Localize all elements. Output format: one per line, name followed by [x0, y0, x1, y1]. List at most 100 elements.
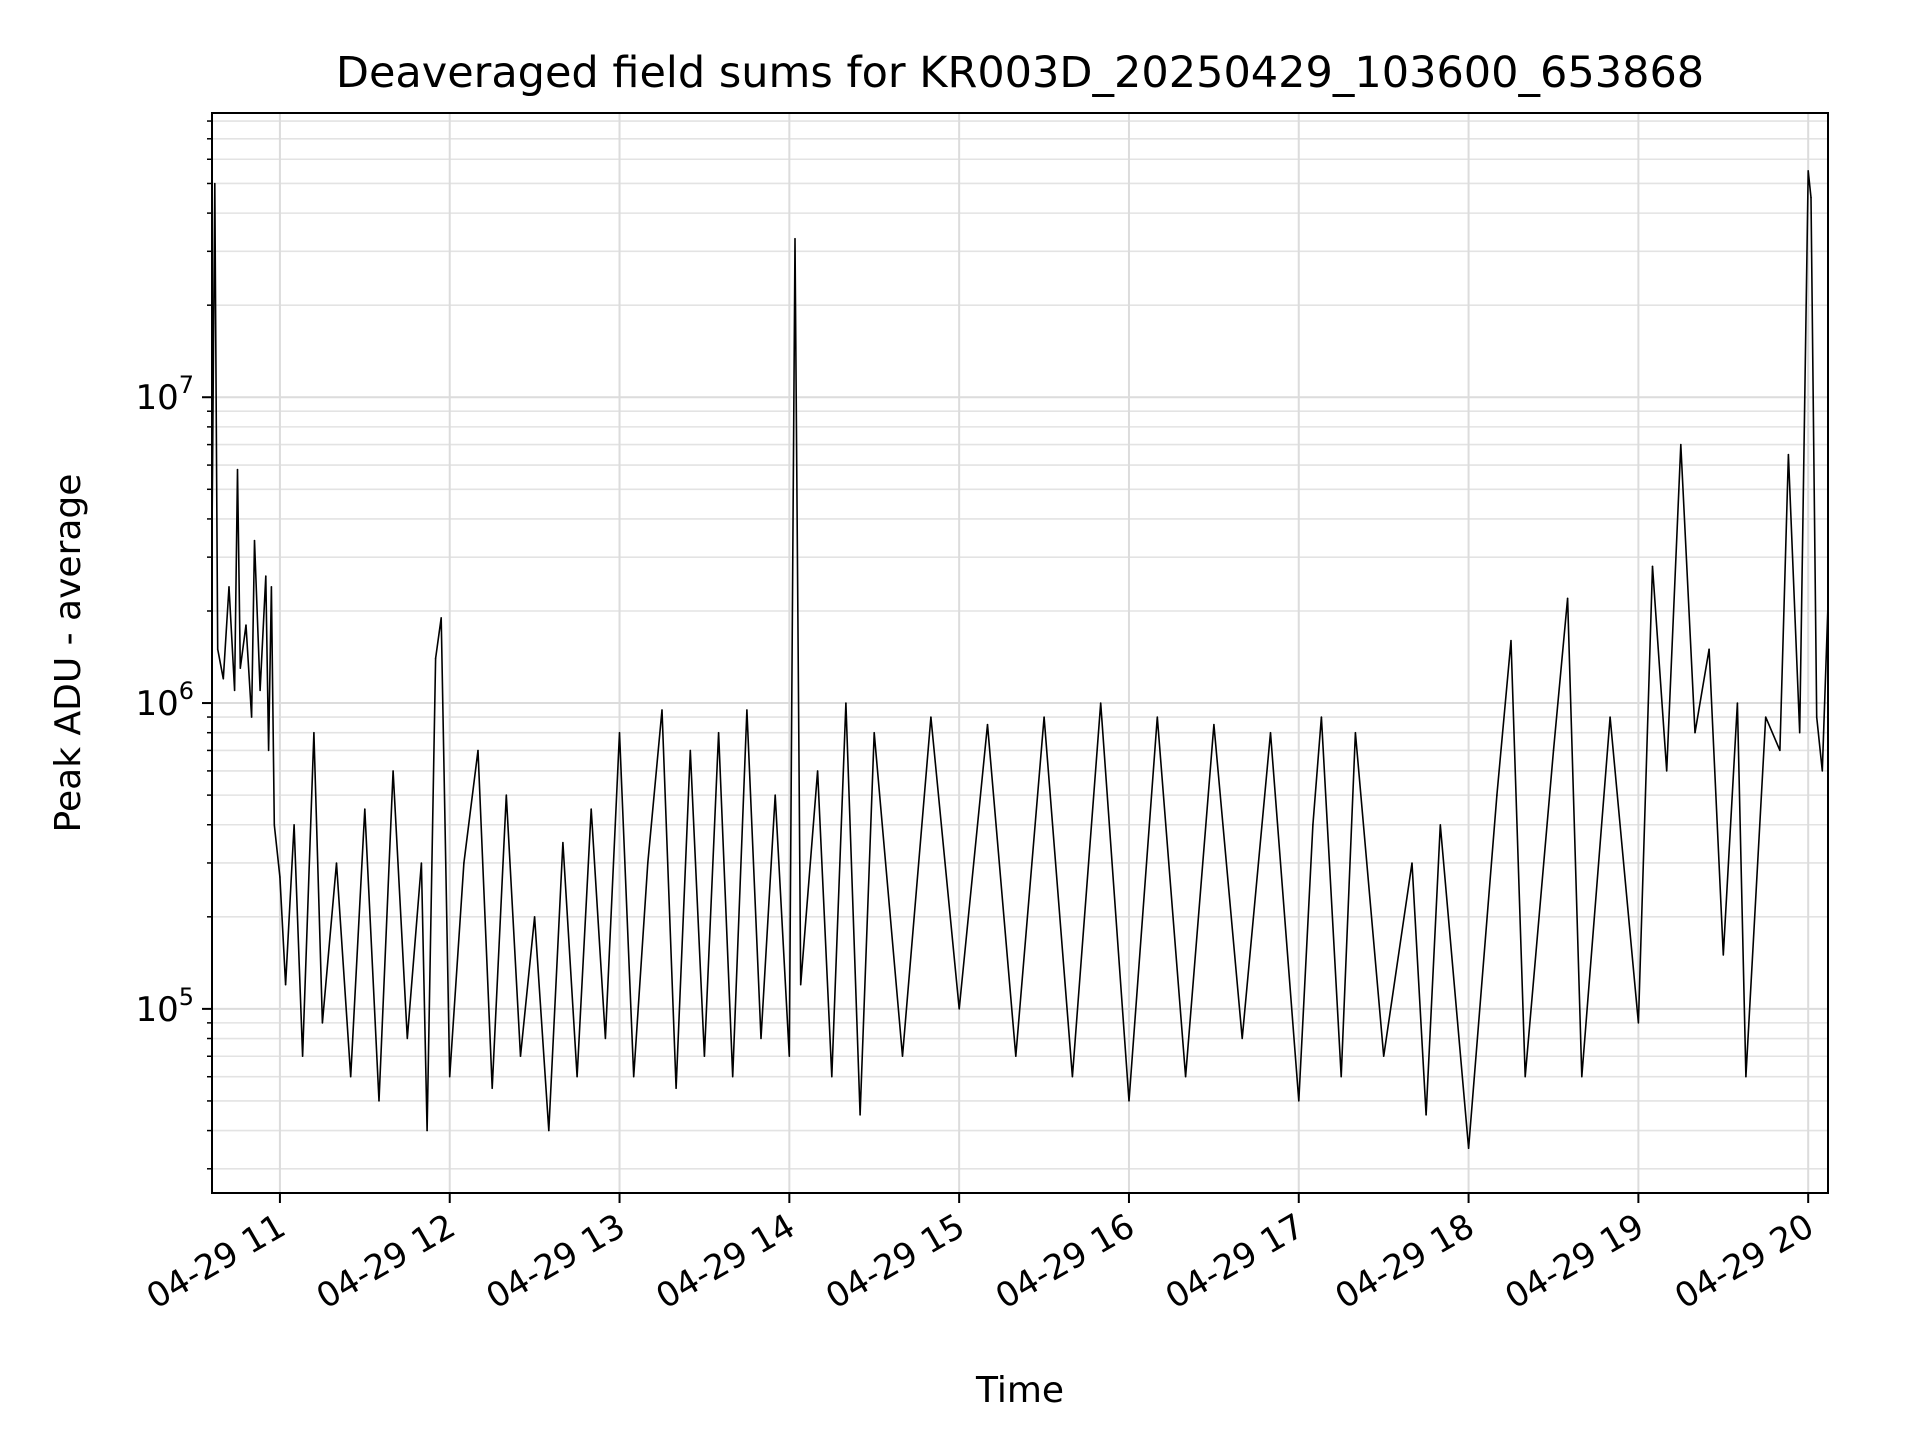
plot-frame	[211, 112, 1829, 1194]
data-point	[1815, 716, 1818, 718]
data-point	[267, 749, 270, 752]
data-point	[1807, 170, 1809, 172]
data-point	[364, 808, 366, 810]
data-point	[1099, 702, 1102, 704]
data-point	[1184, 1075, 1187, 1078]
data-point	[519, 1055, 522, 1057]
data-point	[794, 237, 796, 240]
data-point	[746, 709, 748, 711]
data-point	[689, 749, 692, 752]
data-point	[1382, 1055, 1385, 1057]
data-point	[378, 1100, 380, 1102]
data-point	[774, 794, 776, 796]
data-point	[491, 1087, 494, 1090]
data-point	[930, 716, 932, 718]
data-point	[1015, 1055, 1017, 1057]
data-point	[1524, 1075, 1526, 1078]
data-point	[1552, 749, 1555, 752]
data-point	[259, 689, 261, 692]
data-point	[1680, 443, 1682, 446]
data-point	[1708, 648, 1710, 650]
data-point	[1581, 1075, 1583, 1078]
data-point	[335, 862, 338, 864]
data-point	[293, 824, 295, 826]
data-point	[434, 657, 437, 660]
y-tick-label-exponent: 6	[179, 677, 194, 705]
data-point	[760, 1037, 762, 1040]
y-tick-label-base: 10	[135, 990, 178, 1030]
data-point	[420, 862, 423, 864]
data-point	[301, 1055, 304, 1057]
data-point	[859, 1114, 861, 1116]
series-points	[211, 170, 1829, 1150]
data-point	[703, 1055, 706, 1057]
data-point	[1651, 565, 1654, 568]
data-point	[717, 731, 720, 734]
y-tick-label-base: 10	[135, 684, 178, 724]
data-point	[1340, 1075, 1342, 1078]
data-point	[986, 723, 989, 726]
data-point	[1798, 731, 1801, 734]
y-tick-label: 105	[135, 983, 194, 1030]
data-point	[270, 586, 273, 588]
data-point	[1609, 716, 1611, 718]
data-point	[1637, 1022, 1640, 1024]
data-point	[604, 1037, 607, 1040]
data-point	[1694, 731, 1696, 734]
y-tick-label-exponent: 7	[179, 371, 194, 399]
data-point	[1665, 770, 1668, 772]
data-point	[1736, 702, 1739, 704]
data-point	[661, 709, 663, 711]
data-point	[1320, 716, 1323, 718]
y-tick-label: 107	[135, 371, 194, 418]
data-point	[265, 575, 267, 577]
data-point	[1128, 1100, 1130, 1102]
data-point	[313, 731, 315, 734]
data-point	[958, 1008, 960, 1010]
data-point	[1566, 597, 1569, 600]
data-point	[647, 862, 649, 864]
data-point	[1439, 824, 1442, 826]
data-point	[406, 1037, 409, 1040]
data-point	[1354, 731, 1357, 734]
data-point	[873, 731, 875, 734]
data-point	[214, 182, 216, 185]
data-point	[1213, 723, 1215, 726]
data-point	[590, 808, 592, 810]
data-point	[392, 770, 394, 772]
x-axis-title: Time	[975, 1370, 1064, 1411]
data-point	[1810, 196, 1812, 199]
data-point	[675, 1087, 677, 1090]
data-point	[731, 1075, 734, 1078]
data-point	[228, 586, 230, 588]
data-point	[1779, 749, 1781, 752]
data-point	[548, 1129, 550, 1132]
data-point	[279, 876, 281, 878]
data-point	[505, 794, 508, 796]
data-point	[245, 624, 247, 626]
data-point	[284, 983, 287, 986]
data-point	[788, 1055, 791, 1057]
data-point	[239, 667, 242, 669]
data-point	[1312, 824, 1314, 826]
data-point	[222, 678, 225, 680]
data-point	[349, 1075, 352, 1078]
data-point	[426, 1129, 428, 1132]
data-point	[216, 648, 219, 650]
data-point	[1745, 1075, 1747, 1078]
y-tick-label-base: 10	[135, 378, 178, 418]
data-point	[273, 824, 276, 826]
data-point	[236, 468, 239, 471]
data-point	[1496, 794, 1498, 796]
data-point	[845, 702, 847, 704]
data-point	[448, 1075, 451, 1078]
data-point	[799, 983, 802, 986]
data-point	[1298, 1100, 1300, 1102]
data-point	[831, 1075, 833, 1078]
data-point	[1510, 639, 1512, 642]
data-point	[901, 1055, 904, 1057]
data-point	[233, 689, 236, 692]
data-point	[618, 731, 621, 734]
